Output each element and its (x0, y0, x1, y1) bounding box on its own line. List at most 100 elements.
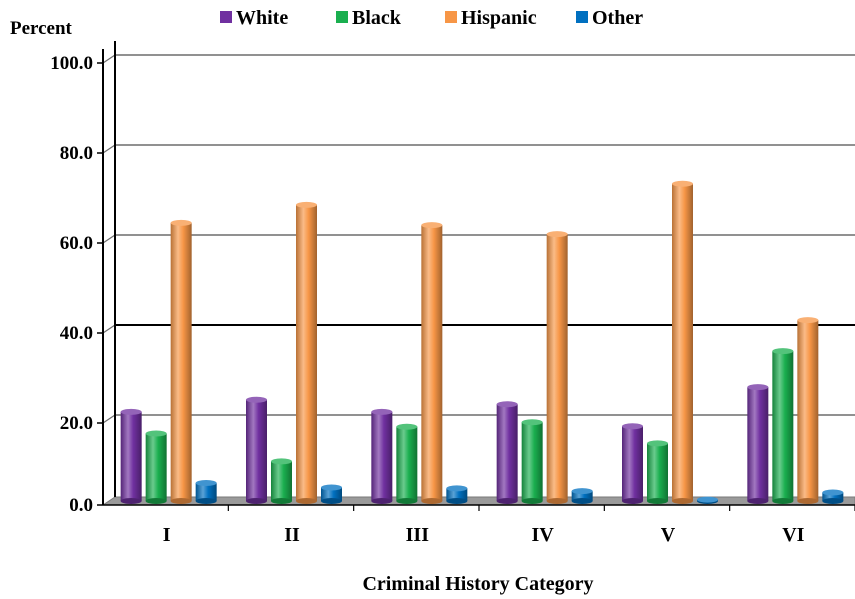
bar-top (822, 489, 844, 496)
bar (672, 180, 693, 504)
legend-item: Other (576, 7, 643, 29)
legend-swatch (220, 11, 232, 23)
legend-item: Hispanic (445, 7, 537, 29)
bar (396, 423, 418, 504)
legend-swatch (445, 11, 457, 23)
bar-top (321, 484, 342, 491)
bar (446, 485, 468, 504)
bar (421, 222, 443, 504)
y-axis-label: Percent (10, 18, 73, 39)
bar-base (421, 498, 443, 504)
bar-base (822, 498, 844, 504)
bar-top (446, 485, 468, 492)
x-tick-labels: I II III IV V VI (163, 505, 855, 546)
bar-base (647, 498, 668, 504)
bar-top (170, 219, 192, 226)
bar (797, 317, 819, 504)
bar-body (571, 491, 593, 501)
bar-base (622, 498, 643, 504)
bar-body (622, 426, 643, 501)
bar (571, 488, 593, 504)
bar-base (246, 498, 267, 504)
bar (622, 423, 643, 504)
bar (822, 489, 844, 504)
y-tick-label: 60.0 (60, 233, 93, 254)
bar-base (521, 498, 543, 504)
bar-base (546, 498, 568, 504)
bar (521, 419, 543, 504)
bar-top (271, 458, 292, 465)
bar (697, 496, 718, 504)
bar-top (145, 430, 167, 437)
bar-top (797, 317, 819, 324)
bar (170, 219, 192, 504)
bar-top (496, 401, 518, 408)
legend-label: White (236, 7, 288, 29)
y-tick-label: 40.0 (60, 323, 93, 344)
bar (321, 484, 342, 504)
bar-top (697, 496, 718, 503)
bar-body (296, 204, 317, 501)
bar-base (797, 498, 819, 504)
x-tick-label: IV (532, 524, 555, 546)
bar-top (622, 423, 643, 430)
legend-label: Hispanic (461, 7, 537, 29)
bar-body (747, 387, 769, 501)
bar-base (446, 498, 468, 504)
bar-body (672, 183, 693, 501)
bar-body (496, 404, 518, 501)
x-tick-label: II (284, 524, 300, 546)
bar-base (271, 498, 292, 504)
bar-body (421, 225, 443, 501)
gridline-depth (102, 234, 116, 244)
y-tick-labels: 0.0 20.0 40.0 60.0 80.0 100.0 (50, 53, 103, 516)
bar-top (747, 384, 769, 391)
bar-body (321, 487, 342, 501)
bar (145, 430, 167, 504)
bar-top (521, 419, 543, 426)
x-axis-label: Criminal History Category (362, 573, 593, 595)
x-tick-label: I (163, 524, 171, 546)
bar-body (446, 488, 468, 501)
bar-base (772, 498, 794, 504)
gridline-depth (102, 324, 116, 334)
gridline-depth (102, 144, 116, 154)
bar-base (496, 498, 518, 504)
bar-body (521, 422, 543, 501)
x-tick-label: VI (782, 524, 804, 546)
bar-base (195, 498, 217, 504)
y-tick-label: 20.0 (60, 413, 93, 434)
bar-body (195, 483, 217, 501)
gridlines (102, 54, 855, 424)
bar (772, 348, 794, 504)
bar (296, 201, 317, 504)
gridline-depth (102, 414, 116, 424)
bar-body (145, 433, 167, 501)
bar (120, 408, 142, 504)
legend-item: Black (336, 7, 402, 29)
bar-base (396, 498, 418, 504)
bar-body (822, 492, 844, 501)
bar-base (747, 498, 769, 504)
legend-swatch (576, 11, 588, 23)
legend-label: Other (592, 7, 643, 29)
bar (371, 408, 393, 504)
bar-base (296, 498, 317, 504)
bar-body (647, 443, 668, 501)
bar-top (772, 348, 794, 355)
bar-body (772, 351, 794, 501)
bar (271, 458, 292, 504)
bar-base (120, 498, 142, 504)
bar (647, 440, 668, 504)
bar (246, 396, 267, 504)
bar-top (647, 440, 668, 447)
bar-top (371, 408, 393, 415)
y-tick-label: 80.0 (60, 143, 93, 164)
legend-label: Black (352, 7, 402, 29)
bar (747, 384, 769, 504)
bar-body (396, 426, 418, 501)
bar-body (120, 411, 142, 501)
bar-base (145, 498, 167, 504)
bar-top (672, 180, 693, 187)
